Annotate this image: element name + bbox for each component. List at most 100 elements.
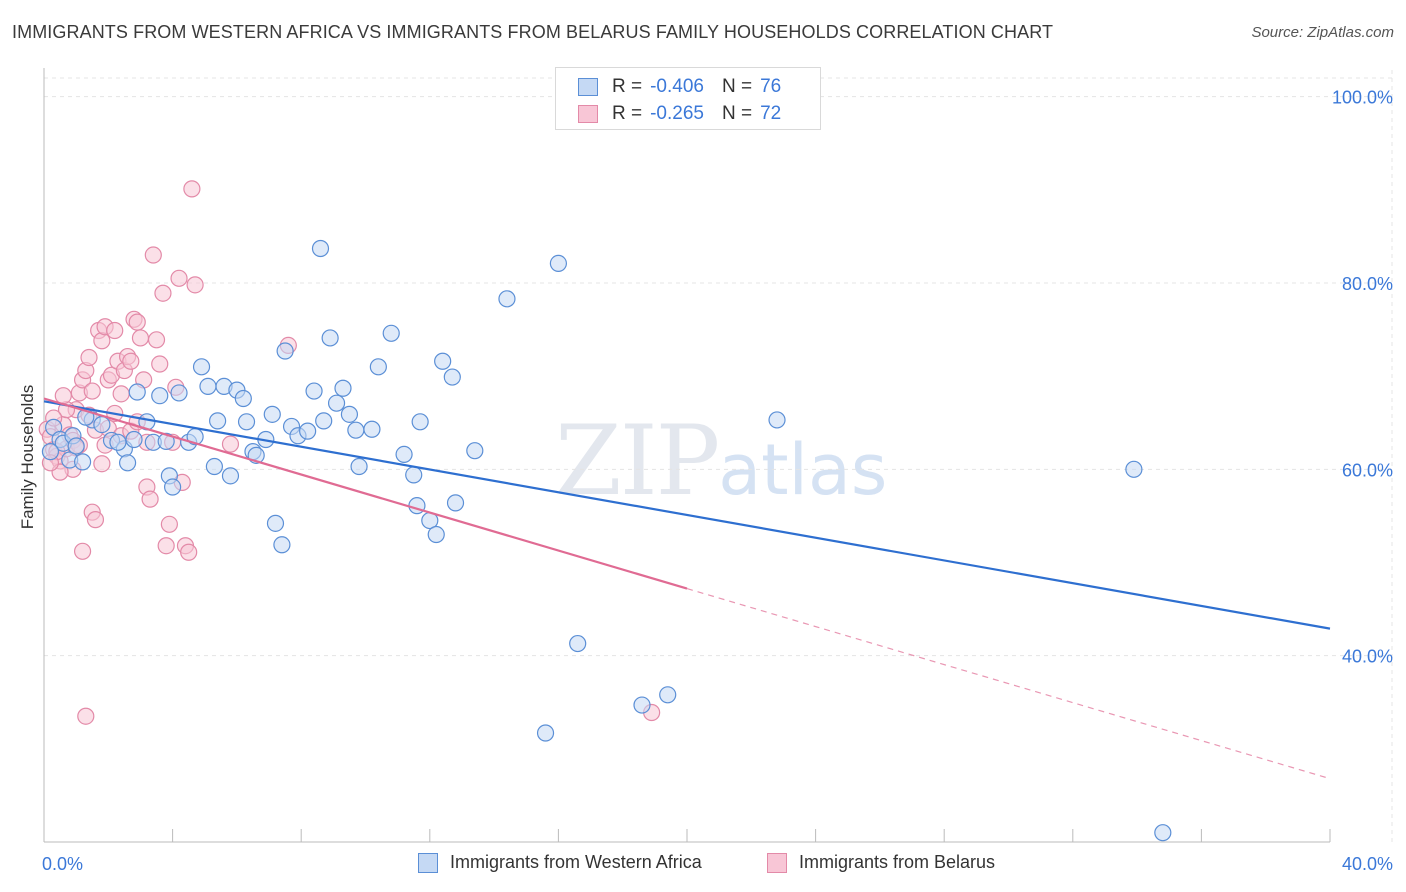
data-point-western-africa xyxy=(263,405,281,423)
data-point-belarus xyxy=(83,382,101,400)
data-point-western-africa xyxy=(209,412,227,430)
data-point-western-africa xyxy=(549,254,568,273)
data-point-western-africa xyxy=(41,443,60,461)
series-legend: Immigrants from Western Africa Immigrant… xyxy=(0,852,1406,878)
data-point-western-africa xyxy=(768,411,786,429)
data-point-belarus xyxy=(160,515,178,533)
data-point-western-africa xyxy=(164,478,182,496)
data-point-western-africa xyxy=(266,514,285,532)
data-point-western-africa xyxy=(1125,460,1143,478)
data-point-western-africa xyxy=(221,467,240,485)
data-point-belarus xyxy=(170,269,188,287)
n-label: N = xyxy=(721,76,753,97)
data-point-belarus xyxy=(122,352,140,370)
watermark: ZIPatlas xyxy=(555,405,887,517)
data-point-western-africa xyxy=(237,413,256,431)
data-point-western-africa xyxy=(443,368,461,386)
data-point-western-africa xyxy=(93,415,111,434)
data-point-belarus xyxy=(106,321,124,340)
data-point-belarus xyxy=(157,537,175,555)
data-point-western-africa xyxy=(498,290,516,308)
n-label: N = xyxy=(721,103,753,124)
data-point-western-africa xyxy=(405,466,423,484)
data-point-western-africa xyxy=(305,382,323,400)
y-tick-label: 80.0% xyxy=(1342,274,1393,294)
data-point-western-africa xyxy=(382,324,400,342)
legend-swatch-blue xyxy=(418,852,438,873)
data-point-western-africa xyxy=(327,394,346,412)
correlation-legend: R = -0.406 N = 76 R = -0.265 N = 72 xyxy=(555,67,821,130)
chart-title: IMMIGRANTS FROM WESTERN AFRICA VS IMMIGR… xyxy=(12,22,1054,42)
data-point-western-africa xyxy=(434,352,452,370)
data-point-western-africa xyxy=(125,430,143,449)
legend-row-western-africa: R = -0.406 N = 76 xyxy=(578,75,781,99)
data-point-western-africa xyxy=(157,432,175,450)
n-value: 76 xyxy=(760,76,782,97)
x-tick-label-min: 0.0% xyxy=(42,854,83,874)
data-point-belarus xyxy=(147,331,166,349)
data-point-belarus xyxy=(80,348,98,367)
data-point-western-africa xyxy=(321,329,339,347)
data-point-western-africa xyxy=(395,445,413,464)
data-point-belarus xyxy=(186,276,204,294)
data-point-western-africa xyxy=(67,437,85,455)
data-point-belarus xyxy=(86,511,105,529)
y-tick-label: 40.0% xyxy=(1342,647,1393,667)
trend-line-belarus xyxy=(43,397,688,590)
trend-line-western-africa xyxy=(43,400,1331,630)
legend-swatch-pink xyxy=(578,105,598,123)
data-point-western-africa xyxy=(347,421,365,439)
data-point-belarus xyxy=(151,355,169,373)
legend-swatch-blue xyxy=(578,78,598,96)
data-point-western-africa xyxy=(446,494,465,512)
data-point-western-africa xyxy=(1154,824,1172,842)
data-point-western-africa xyxy=(299,422,317,440)
series-western-africa-points xyxy=(41,239,1172,842)
x-tick-label-max: 40.0% xyxy=(1342,854,1393,874)
data-point-belarus xyxy=(183,180,201,198)
data-point-western-africa xyxy=(659,686,677,704)
data-point-western-africa xyxy=(311,239,330,258)
data-point-belarus xyxy=(141,490,159,508)
data-point-western-africa xyxy=(334,379,352,397)
data-point-western-africa xyxy=(170,384,188,402)
data-point-belarus xyxy=(93,455,111,473)
legend-row-belarus: R = -0.265 N = 72 xyxy=(578,102,781,126)
data-point-western-africa xyxy=(109,433,127,451)
n-value: 72 xyxy=(760,103,782,124)
data-point-belarus xyxy=(154,284,172,302)
data-point-western-africa xyxy=(350,457,368,476)
data-point-belarus xyxy=(221,435,240,453)
data-point-western-africa xyxy=(199,377,217,395)
source-credit: Source: ZipAtlas.com xyxy=(1251,24,1394,41)
data-point-western-africa xyxy=(276,342,294,360)
legend-item-western-africa[interactable]: Immigrants from Western Africa xyxy=(418,852,702,873)
r-value: -0.406 xyxy=(650,76,704,97)
data-point-western-africa xyxy=(73,453,92,471)
data-point-belarus xyxy=(112,385,130,403)
trend-lines xyxy=(43,397,1331,780)
tick-labels: 40.0% 60.0% 80.0% 100.0% 0.0% 40.0% xyxy=(42,88,1393,874)
data-point-belarus xyxy=(54,387,72,405)
data-point-western-africa xyxy=(234,389,252,408)
data-point-western-africa xyxy=(466,442,484,460)
r-label: R = xyxy=(612,76,643,97)
trend-line-belarus-extrapolated xyxy=(686,588,1331,780)
data-point-western-africa xyxy=(536,724,555,742)
data-point-western-africa xyxy=(118,454,137,472)
data-point-belarus xyxy=(77,707,95,725)
data-point-belarus xyxy=(93,332,111,350)
data-point-western-africa xyxy=(273,536,291,554)
data-point-western-africa xyxy=(128,383,146,401)
legend-item-belarus[interactable]: Immigrants from Belarus xyxy=(767,852,995,873)
y-tick-label: 100.0% xyxy=(1332,88,1393,108)
r-label: R = xyxy=(612,103,643,124)
data-point-belarus xyxy=(131,329,150,347)
data-point-belarus xyxy=(144,246,162,264)
watermark-zip: ZIP xyxy=(555,405,720,517)
legend-label: Immigrants from Western Africa xyxy=(450,852,702,872)
data-point-western-africa xyxy=(192,358,211,376)
data-point-western-africa xyxy=(411,413,429,431)
legend-label: Immigrants from Belarus xyxy=(799,852,996,872)
